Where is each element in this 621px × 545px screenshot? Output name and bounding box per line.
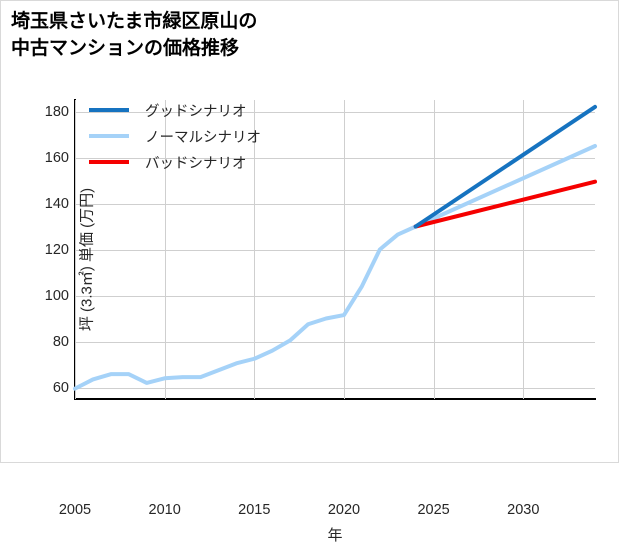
legend-label: ノーマルシナリオ xyxy=(145,129,261,146)
series-line-good xyxy=(413,104,597,229)
legend-item-normal[interactable]: ノーマルシナリオ xyxy=(89,127,261,146)
x-axis-line xyxy=(74,398,596,400)
series-lines xyxy=(73,104,597,391)
legend-item-bad[interactable]: バッドシナリオ xyxy=(89,153,261,172)
plot-area: 60 80 100 120 140 160 180 2005 2010 2015 2020 2025… xyxy=(45,100,597,544)
series-line-bad xyxy=(413,179,597,229)
x-tick-2010: 2010 xyxy=(148,502,181,518)
chart-legend: グッドシナリオ ノーマルシナリオ バッドシナリオ xyxy=(89,101,261,172)
gridline-x-2020 xyxy=(343,100,345,399)
gridline-y-100 xyxy=(75,295,595,297)
x-tick-2015: 2015 xyxy=(238,502,271,518)
y-tick-140: 140 xyxy=(44,195,69,212)
gridline-y-60 xyxy=(75,387,595,389)
gridline-x-2010 xyxy=(164,100,166,399)
gridline-x-2015 xyxy=(254,100,256,399)
gridline-y-140 xyxy=(75,203,595,205)
y-tick-160: 160 xyxy=(44,149,69,166)
legend-label: バッドシナリオ xyxy=(145,155,247,172)
x-tick-2030: 2030 xyxy=(507,502,540,518)
x-axis-title: 年 xyxy=(327,527,343,544)
y-tick-60: 60 xyxy=(52,379,69,396)
gridline-x-2005 xyxy=(75,100,76,399)
y-tick-120: 120 xyxy=(44,241,69,258)
legend-label: グッドシナリオ xyxy=(145,103,247,120)
x-tick-2025: 2025 xyxy=(417,502,450,518)
legend-swatch-normal xyxy=(89,134,129,138)
y-tick-100: 100 xyxy=(44,287,69,304)
y-tick-180: 180 xyxy=(44,103,69,120)
gridline-x-2025 xyxy=(433,100,435,399)
gridline-y-180 xyxy=(75,111,595,113)
series-line-normal xyxy=(73,144,597,391)
gridline-y-80 xyxy=(75,341,595,343)
legend-item-good[interactable]: グッドシナリオ xyxy=(89,101,261,120)
y-tick-80: 80 xyxy=(52,333,69,350)
chart-title: 埼玉県さいたま市緑区原山の 中古マンションの価格推移 xyxy=(11,11,258,59)
x-tick-2005: 2005 xyxy=(58,502,92,518)
x-tick-2020: 2020 xyxy=(327,502,361,518)
legend-swatch-good xyxy=(89,108,129,112)
gridline-y-160 xyxy=(75,157,595,159)
gridline-x-2030 xyxy=(523,100,525,399)
legend-swatch-bad xyxy=(89,160,129,164)
gridline-y-120 xyxy=(75,249,595,251)
